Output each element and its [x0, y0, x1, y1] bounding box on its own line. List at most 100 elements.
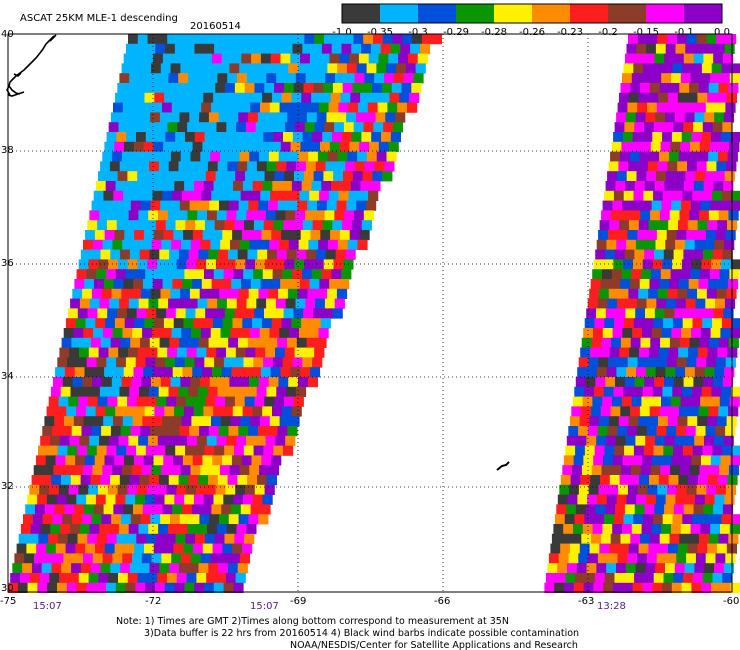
mle-pixel	[291, 92, 302, 103]
mle-pixel	[227, 563, 239, 574]
mle-pixel	[177, 435, 188, 446]
mle-pixel	[723, 112, 735, 123]
mle-pixel	[148, 210, 159, 221]
mle-pixel	[115, 494, 126, 505]
mle-pixel	[684, 563, 695, 574]
mle-pixel	[40, 435, 51, 446]
mle-pixel	[333, 259, 344, 270]
mle-pixel	[730, 132, 740, 143]
mle-pixel	[153, 230, 164, 241]
mle-pixel	[339, 53, 350, 64]
mle-pixel	[127, 171, 138, 182]
mle-pixel	[636, 298, 647, 309]
mle-pixel	[109, 524, 120, 535]
mle-pixel	[652, 514, 664, 525]
mle-pixel	[187, 210, 198, 221]
mle-pixel	[246, 210, 257, 221]
mle-pixel	[695, 298, 706, 309]
mle-pixel	[213, 494, 224, 505]
colorbar-swatch	[342, 4, 380, 23]
mle-pixel	[201, 504, 212, 515]
mle-pixel	[325, 73, 336, 84]
mle-pixel	[93, 190, 104, 201]
mle-pixel	[639, 347, 650, 358]
mle-pixel	[676, 230, 687, 241]
mle-pixel	[135, 43, 146, 54]
mle-pixel	[313, 259, 325, 270]
mle-pixel	[617, 230, 628, 241]
mle-pixel	[248, 288, 259, 299]
mle-pixel	[169, 563, 180, 574]
mle-pixel	[569, 416, 580, 427]
mle-mosaic	[8, 34, 740, 593]
mle-pixel	[720, 524, 731, 535]
mle-pixel	[590, 279, 601, 290]
mle-pixel	[645, 112, 656, 123]
mle-pixel	[594, 318, 605, 329]
mle-pixel	[615, 377, 626, 388]
mle-pixel	[605, 504, 616, 515]
mle-pixel	[626, 43, 637, 54]
mle-pixel	[277, 112, 288, 123]
mle-pixel	[175, 220, 186, 231]
mle-pixel	[207, 386, 218, 397]
mle-pixel	[100, 161, 111, 172]
mle-pixel	[87, 396, 99, 407]
mle-pixel	[295, 298, 306, 309]
mle-pixel	[209, 514, 220, 525]
mle-pixel	[53, 553, 64, 564]
mle-pixel	[725, 426, 736, 437]
mle-pixel	[199, 112, 210, 123]
mle-pixel	[636, 367, 647, 378]
mle-pixel	[81, 337, 92, 348]
mle-pixel	[223, 181, 234, 192]
mle-pixel	[675, 367, 686, 378]
mle-pixel	[126, 132, 137, 143]
mle-pixel	[713, 181, 724, 192]
mle-pixel	[238, 200, 249, 211]
mle-pixel	[268, 200, 279, 211]
mle-pixel	[87, 308, 98, 319]
mle-pixel	[606, 367, 617, 378]
mle-pixel	[276, 73, 287, 84]
mle-pixel	[683, 377, 694, 388]
mle-pixel	[329, 53, 340, 64]
mle-pixel	[644, 249, 655, 260]
mle-pixel	[630, 210, 641, 221]
mle-pixel	[90, 386, 101, 397]
mle-pixel	[708, 279, 719, 290]
mle-pixel	[164, 181, 175, 192]
mle-pixel	[141, 63, 152, 74]
mle-pixel	[679, 337, 690, 348]
mle-pixel	[151, 239, 162, 250]
mle-pixel	[712, 122, 723, 133]
mle-pixel	[623, 386, 634, 397]
mle-pixel	[164, 92, 175, 103]
mle-pixel	[227, 249, 239, 260]
mle-pixel	[618, 288, 629, 299]
mle-pixel	[298, 63, 309, 74]
mle-pixel	[362, 83, 373, 94]
mle-pixel	[164, 494, 175, 505]
mle-pixel	[702, 122, 713, 133]
colorbar-tick-label: -0.23	[557, 27, 583, 38]
mle-pixel	[177, 34, 188, 45]
mle-pixel	[234, 220, 245, 231]
mle-pixel	[137, 573, 148, 584]
mle-pixel	[225, 396, 236, 407]
mle-pixel	[726, 161, 737, 172]
mle-pixel	[601, 210, 612, 221]
mle-pixel	[700, 269, 711, 280]
mle-pixel	[661, 73, 672, 84]
mle-pixel	[210, 151, 221, 162]
mle-pixel	[166, 308, 177, 319]
mle-pixel	[146, 220, 157, 231]
mle-pixel	[252, 406, 263, 417]
mle-pixel	[314, 347, 325, 358]
mle-pixel	[622, 73, 633, 84]
mle-pixel	[90, 249, 101, 260]
mle-pixel	[683, 573, 694, 584]
mle-pixel	[585, 377, 596, 388]
mle-pixel	[261, 141, 272, 152]
mle-pixel	[722, 377, 733, 388]
